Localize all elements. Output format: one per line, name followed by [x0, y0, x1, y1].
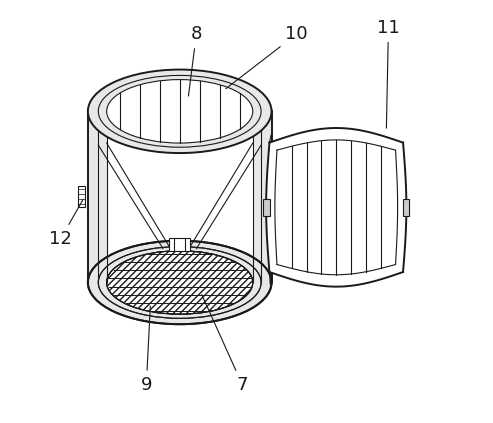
Bar	[169, 238, 190, 251]
Ellipse shape	[88, 241, 272, 324]
Polygon shape	[266, 128, 406, 287]
Text: 9: 9	[141, 306, 152, 394]
Ellipse shape	[106, 251, 253, 314]
Ellipse shape	[98, 75, 261, 147]
Text: 8: 8	[188, 25, 202, 96]
Bar	[263, 199, 270, 216]
Text: 12: 12	[49, 199, 83, 247]
Polygon shape	[106, 111, 253, 283]
Bar	[274, 201, 279, 212]
Bar	[78, 187, 84, 207]
Ellipse shape	[88, 69, 272, 153]
Ellipse shape	[106, 80, 253, 143]
Ellipse shape	[98, 247, 261, 319]
Text: 11: 11	[377, 19, 400, 128]
Text: 7: 7	[202, 294, 248, 394]
Bar	[274, 182, 279, 193]
Bar	[403, 199, 409, 216]
Polygon shape	[88, 111, 272, 283]
Text: 10: 10	[226, 25, 308, 89]
